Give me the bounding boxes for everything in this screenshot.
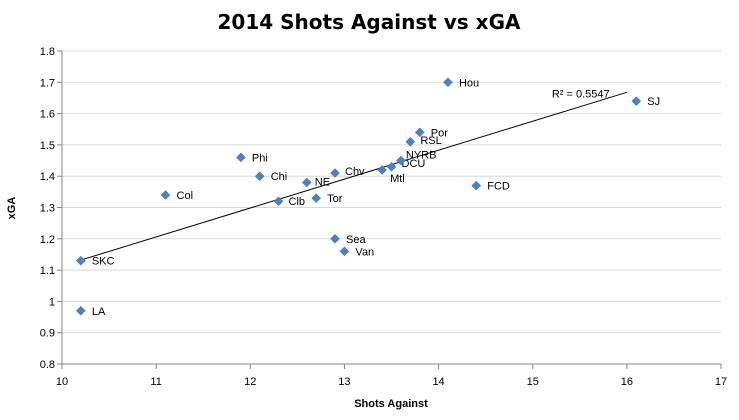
point-label-sj: SJ	[647, 96, 660, 108]
data-point-nyrb	[396, 155, 406, 166]
data-point-sea	[330, 233, 340, 244]
data-point-sj	[631, 96, 642, 106]
data-point-dcu	[386, 161, 397, 172]
point-label-ne: NE	[315, 176, 330, 188]
point-label-nyrb: NYRB	[406, 150, 437, 162]
point-label-chi: Chi	[271, 171, 288, 183]
y-tick-label: 1.6	[40, 109, 55, 121]
data-point-chv	[330, 168, 340, 178]
point-label-phi: Phi	[252, 152, 268, 164]
data-point-fcd	[471, 180, 482, 191]
point-label-dcu: DCU	[402, 158, 426, 170]
point-label-sea: Sea	[346, 234, 366, 246]
axes: 0.8 0.9 1 1.1 1.2 1.3 1.4 1.5 1.6 1.7 1.8 10 11 12 13 1…	[40, 46, 727, 388]
x-tick-label: 14	[432, 376, 444, 388]
y-tick-label: 1.2	[40, 234, 55, 246]
data-point-por	[414, 127, 425, 138]
point-label-tor: Tor	[327, 193, 343, 205]
y-tick-label: 0.9	[40, 328, 55, 340]
data-point-clb	[273, 196, 284, 207]
point-label-skc: SKC	[92, 256, 115, 268]
x-tick-label: 15	[527, 376, 539, 388]
y-axis-label: xGA	[6, 197, 18, 220]
point-label-van: Van	[355, 246, 374, 258]
point-label-clb: Clb	[289, 196, 306, 208]
point-label-rsl: RSL	[420, 135, 441, 147]
x-axis-label: Shots Against	[354, 398, 428, 410]
x-tick-label: 12	[244, 376, 256, 388]
point-label-fcd: FCD	[487, 181, 510, 193]
x-tick-label: 11	[150, 376, 161, 388]
data-point-ne	[301, 177, 312, 188]
data-point-mtl	[377, 165, 387, 175]
data-point-phi	[236, 152, 246, 163]
x-tick-label: 16	[621, 376, 633, 388]
chart-title: 2014 Shots Against vs xGA	[218, 10, 521, 34]
trendline-group: R² = 0.5547	[80, 88, 628, 261]
y-tick-label: 1.5	[40, 140, 55, 152]
trendline	[80, 91, 628, 261]
point-label-hou: Hou	[459, 77, 479, 89]
y-tick-label: 1	[49, 296, 55, 308]
point-label-mtl: Mtl	[390, 173, 405, 185]
point-label-por: Por	[431, 127, 448, 139]
y-tick-label: 1.1	[40, 265, 55, 277]
x-tick-label: 17	[715, 376, 727, 388]
data-point-tor	[311, 193, 322, 203]
y-tick-label: 1.4	[40, 171, 55, 183]
y-tick-label: 0.8	[40, 359, 55, 371]
data-point-col	[160, 190, 171, 200]
data-point-chi	[254, 171, 265, 182]
y-tick-label: 1.8	[40, 46, 55, 58]
x-tick-label: 10	[56, 376, 68, 388]
data-point-skc	[75, 255, 86, 266]
point-label-col: Col	[177, 190, 194, 202]
x-tick-label: 13	[338, 376, 350, 388]
gridlines	[62, 50, 721, 365]
y-tick-label: 1.3	[40, 203, 55, 215]
point-label-la: LA	[92, 306, 106, 318]
data-point-van	[339, 246, 350, 257]
data-point-hou	[443, 77, 453, 88]
data-point-la	[75, 305, 86, 316]
r-squared-label: R² = 0.5547	[552, 88, 610, 100]
data-point-rsl	[405, 136, 416, 147]
point-label-chv: Chv	[345, 166, 365, 178]
y-tick-label: 1.7	[40, 77, 55, 89]
